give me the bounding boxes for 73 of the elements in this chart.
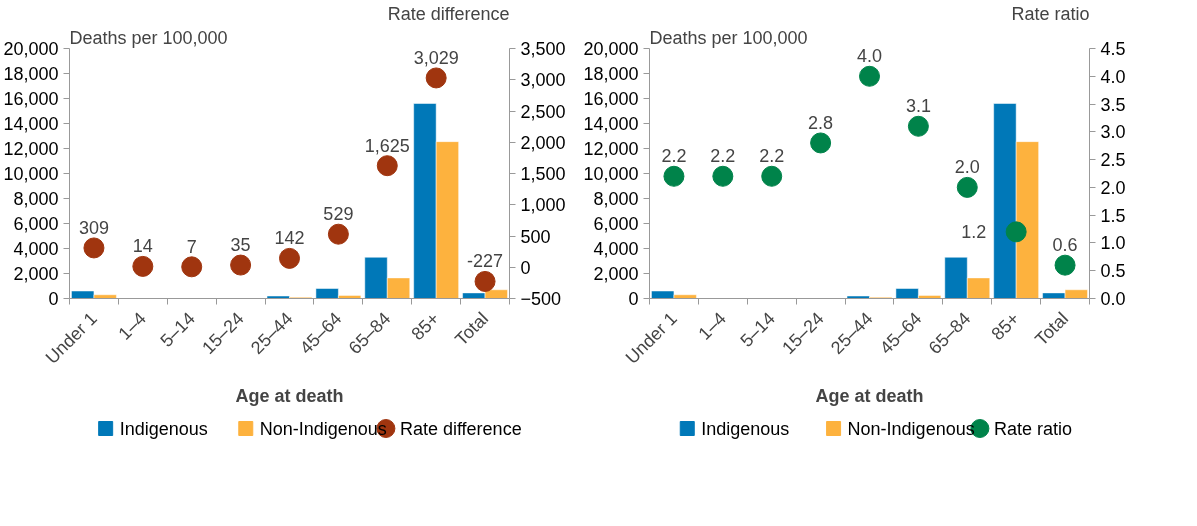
y-tick-label: 16,000	[583, 89, 639, 109]
data-label: 3.1	[905, 96, 931, 117]
y-tick-label: 4,000	[13, 239, 59, 259]
data-label: 142	[274, 228, 305, 249]
legend-label: Indigenous	[701, 418, 790, 439]
y2-tick-label: 2.0	[1100, 177, 1126, 198]
data-label: 1.2	[961, 222, 987, 243]
y-tick-label: 0	[48, 289, 59, 309]
y2-tick-label: 3.0	[1100, 122, 1126, 143]
y2-tick-label: 3,500	[520, 39, 566, 59]
y-tick-label: 6,000	[593, 214, 639, 234]
y2-tick-label: 2,000	[520, 132, 566, 153]
y2-tick-label: 2.5	[1100, 150, 1126, 171]
y-tick-label: 16,000	[3, 89, 59, 109]
y2-tick-label: 3,000	[520, 70, 566, 91]
y2-tick-label: 0.0	[1100, 289, 1126, 309]
y-tick-label: 18,000	[583, 64, 639, 84]
x-tick-label: 1–4	[114, 308, 150, 344]
y-tick-label: 2,000	[13, 264, 59, 284]
x-axis-title: Age at death	[815, 385, 924, 406]
x-tick-label: 85+	[407, 308, 444, 345]
data-label: 1,625	[364, 135, 410, 156]
data-label: 2.0	[954, 157, 980, 178]
data-label: 0.6	[1052, 235, 1078, 256]
data-label: 4.0	[856, 46, 883, 67]
legend-label: Rate ratio	[993, 418, 1072, 439]
y2-axis-title: Rate difference	[387, 3, 510, 24]
data-label: 7	[186, 236, 197, 257]
y2-tick-label: 1,000	[520, 195, 566, 216]
x-tick-label: 85+	[987, 308, 1024, 345]
y-tick-label: 18,000	[3, 64, 59, 84]
data-label: 35	[230, 235, 251, 256]
y-tick-label: 20,000	[583, 39, 639, 59]
y2-tick-label: 1.0	[1100, 233, 1126, 254]
y2-tick-label: 1.5	[1100, 205, 1126, 226]
y-tick-label: 10,000	[583, 164, 639, 184]
y-tick-label: 8,000	[13, 189, 59, 209]
y2-tick-label: 1,500	[520, 164, 566, 184]
y-tick-label: 12,000	[583, 139, 639, 159]
y-tick-label: 20,000	[3, 39, 59, 59]
y2-tick-label: 4.5	[1100, 39, 1126, 59]
y-axis-title: Deaths per 100,000	[69, 27, 228, 48]
data-label: 309	[78, 217, 109, 238]
y-axis-title: Deaths per 100,000	[649, 27, 808, 48]
y2-tick-label: −500	[520, 289, 562, 309]
data-label: -227	[467, 251, 504, 272]
y2-tick-label: 0.5	[1100, 261, 1126, 282]
data-label: 2.2	[661, 146, 687, 167]
y2-tick-label: 4.0	[1100, 66, 1126, 87]
y-tick-label: 10,000	[3, 164, 59, 184]
y-tick-label: 12,000	[3, 139, 59, 159]
y-tick-label: 14,000	[3, 114, 59, 134]
y-tick-label: 4,000	[593, 239, 639, 259]
legend-label: Indigenous	[119, 418, 208, 439]
legend-label: Rate difference	[399, 418, 522, 439]
y2-tick-label: 3.5	[1100, 94, 1126, 115]
data-label: 2.2	[759, 146, 785, 167]
data-label: 2.2	[710, 146, 736, 167]
data-label: 14	[132, 236, 153, 257]
y-tick-label: 14,000	[583, 114, 639, 134]
data-label: 529	[323, 204, 354, 225]
x-tick-label: 1–4	[694, 308, 730, 344]
x-axis-title: Age at death	[235, 385, 344, 406]
y-tick-label: 8,000	[593, 189, 639, 209]
y2-tick-label: 0	[520, 257, 531, 278]
y2-axis-title: Rate ratio	[1011, 3, 1090, 24]
y-tick-label: 0	[628, 289, 639, 309]
y-tick-label: 2,000	[593, 264, 639, 284]
y-tick-label: 6,000	[13, 214, 59, 234]
data-label: 3,029	[413, 47, 459, 68]
y2-tick-label: 2,500	[520, 101, 566, 122]
data-label: 2.8	[808, 112, 834, 133]
y2-tick-label: 500	[520, 226, 551, 247]
